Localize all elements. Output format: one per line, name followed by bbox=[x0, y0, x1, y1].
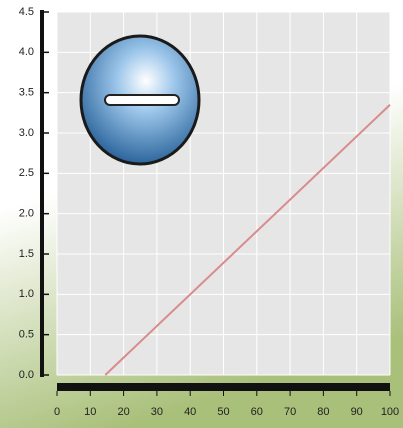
y-tick-label: 4.5 bbox=[19, 6, 34, 18]
x-tick-label: 80 bbox=[317, 406, 329, 418]
y-tick-label: 2.5 bbox=[19, 167, 34, 179]
y-tick-label: 4.0 bbox=[19, 46, 34, 58]
x-tick-label: 40 bbox=[184, 406, 196, 418]
x-tick-label: 90 bbox=[351, 406, 363, 418]
x-tick-label: 20 bbox=[117, 406, 129, 418]
y-tick-label: 0.5 bbox=[19, 329, 34, 341]
x-tick-label: 70 bbox=[284, 406, 296, 418]
y-axis-bar bbox=[40, 10, 44, 377]
y-tick-label: 3.0 bbox=[19, 127, 34, 139]
y-tick-label: 1.5 bbox=[19, 248, 34, 260]
x-tick-label: 10 bbox=[84, 406, 96, 418]
y-tick-label: 3.5 bbox=[19, 87, 34, 99]
x-axis-bar bbox=[57, 383, 390, 391]
x-tick-label: 60 bbox=[251, 406, 263, 418]
x-tick-label: 30 bbox=[151, 406, 163, 418]
y-tick-label: 1.0 bbox=[19, 288, 34, 300]
y-tick-label: 0.0 bbox=[19, 369, 34, 381]
minus-icon bbox=[79, 34, 201, 166]
y-tick-label: 2.0 bbox=[19, 208, 34, 220]
x-tick-label: 100 bbox=[381, 406, 399, 418]
line bbox=[104, 104, 391, 376]
x-tick-label: 0 bbox=[54, 406, 60, 418]
x-tick-label: 50 bbox=[217, 406, 229, 418]
